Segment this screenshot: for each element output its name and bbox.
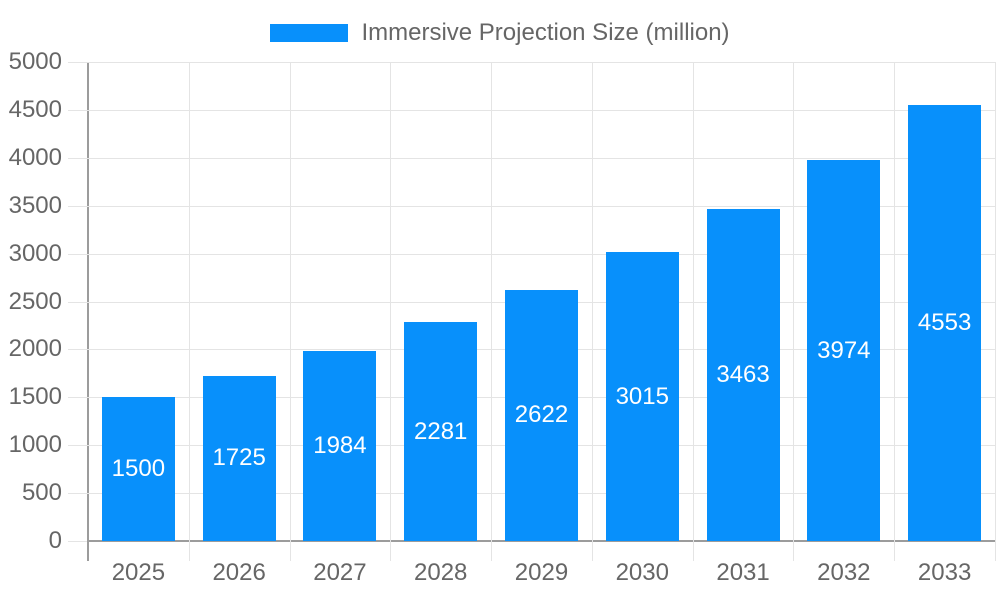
y-axis-tick	[68, 253, 88, 255]
x-axis-tick-label: 2026	[212, 559, 266, 586]
y-axis-tick	[68, 301, 88, 303]
y-axis-tick	[68, 493, 88, 495]
x-axis-tick	[188, 541, 190, 561]
y-axis-tick-label: 4000	[8, 143, 62, 171]
x-axis-tick-label: 2033	[917, 559, 972, 586]
y-axis-tick-label: 2000	[8, 335, 62, 363]
bar-2026[interactable]	[202, 375, 276, 541]
x-axis-tick-label: 2032	[817, 559, 871, 586]
x-axis-tick	[390, 541, 392, 561]
y-axis-tick-label: 3000	[8, 239, 62, 267]
y-axis-tick	[68, 349, 88, 351]
y-axis-line	[87, 62, 89, 541]
bar-2025[interactable]	[101, 397, 175, 541]
x-axis-tick	[289, 541, 291, 561]
x-axis-tick-label: 2031	[716, 559, 770, 586]
legend-swatch-icon	[270, 24, 349, 42]
bar-2031[interactable]	[706, 209, 780, 541]
y-axis-tick-label: 1000	[8, 431, 62, 459]
bar-2029[interactable]	[505, 289, 578, 541]
bar-2028[interactable]	[404, 322, 478, 541]
gridline-vertical	[591, 62, 593, 541]
x-axis-tick	[995, 541, 996, 561]
y-axis-tick-label: 500	[21, 479, 62, 507]
y-axis-tick	[68, 445, 88, 447]
y-axis-tick	[68, 205, 88, 207]
y-axis-tick	[68, 109, 88, 111]
bar-2033[interactable]	[908, 104, 982, 541]
x-axis-tick	[894, 541, 896, 561]
gridline-vertical	[289, 62, 291, 541]
x-axis-tick	[591, 541, 593, 561]
y-axis-tick	[68, 541, 88, 542]
y-axis-tick-label: 0	[48, 527, 62, 554]
gridline-vertical	[894, 62, 896, 541]
y-axis-tick	[68, 157, 88, 159]
x-axis-tick	[793, 541, 795, 561]
x-axis-tick-label: 2029	[514, 559, 569, 586]
x-axis-line	[88, 540, 995, 542]
x-axis-tick-label: 2028	[414, 559, 468, 586]
x-axis-tick-label: 2030	[615, 559, 669, 586]
bar-2032[interactable]	[807, 160, 881, 541]
x-axis-tick-label: 2027	[313, 559, 367, 586]
y-axis-tick-label: 4500	[8, 95, 62, 123]
gridline-vertical	[995, 62, 996, 541]
x-axis-tick	[491, 541, 493, 561]
bar-2030[interactable]	[605, 252, 679, 541]
x-axis-tick	[87, 541, 89, 561]
gridline-vertical	[390, 62, 392, 541]
y-axis-tick	[68, 397, 88, 399]
y-axis-tick-label: 2500	[8, 287, 62, 315]
gridline-vertical	[793, 62, 795, 541]
gridline-vertical	[491, 62, 493, 541]
x-axis-tick-label: 2025	[111, 559, 166, 586]
y-axis-tick-label: 3500	[8, 191, 62, 219]
gridline-horizontal	[88, 62, 995, 63]
bar-2027[interactable]	[303, 350, 377, 541]
y-axis-tick-label: 1500	[8, 383, 62, 411]
gridline-vertical	[188, 62, 190, 541]
gridline-horizontal	[88, 109, 995, 111]
legend-label: Immersive Projection Size (million)	[361, 19, 730, 46]
legend[interactable]: Immersive Projection Size (million)	[0, 19, 1000, 47]
y-axis-tick	[68, 62, 88, 63]
x-axis-tick	[692, 541, 694, 561]
gridline-horizontal	[88, 157, 995, 159]
gridline-vertical	[692, 62, 694, 541]
plot-area: 1500 1725 1984 2281 2622 3015 3463 3974 4553	[68, 62, 996, 561]
y-axis-tick-label: 5000	[8, 48, 62, 75]
